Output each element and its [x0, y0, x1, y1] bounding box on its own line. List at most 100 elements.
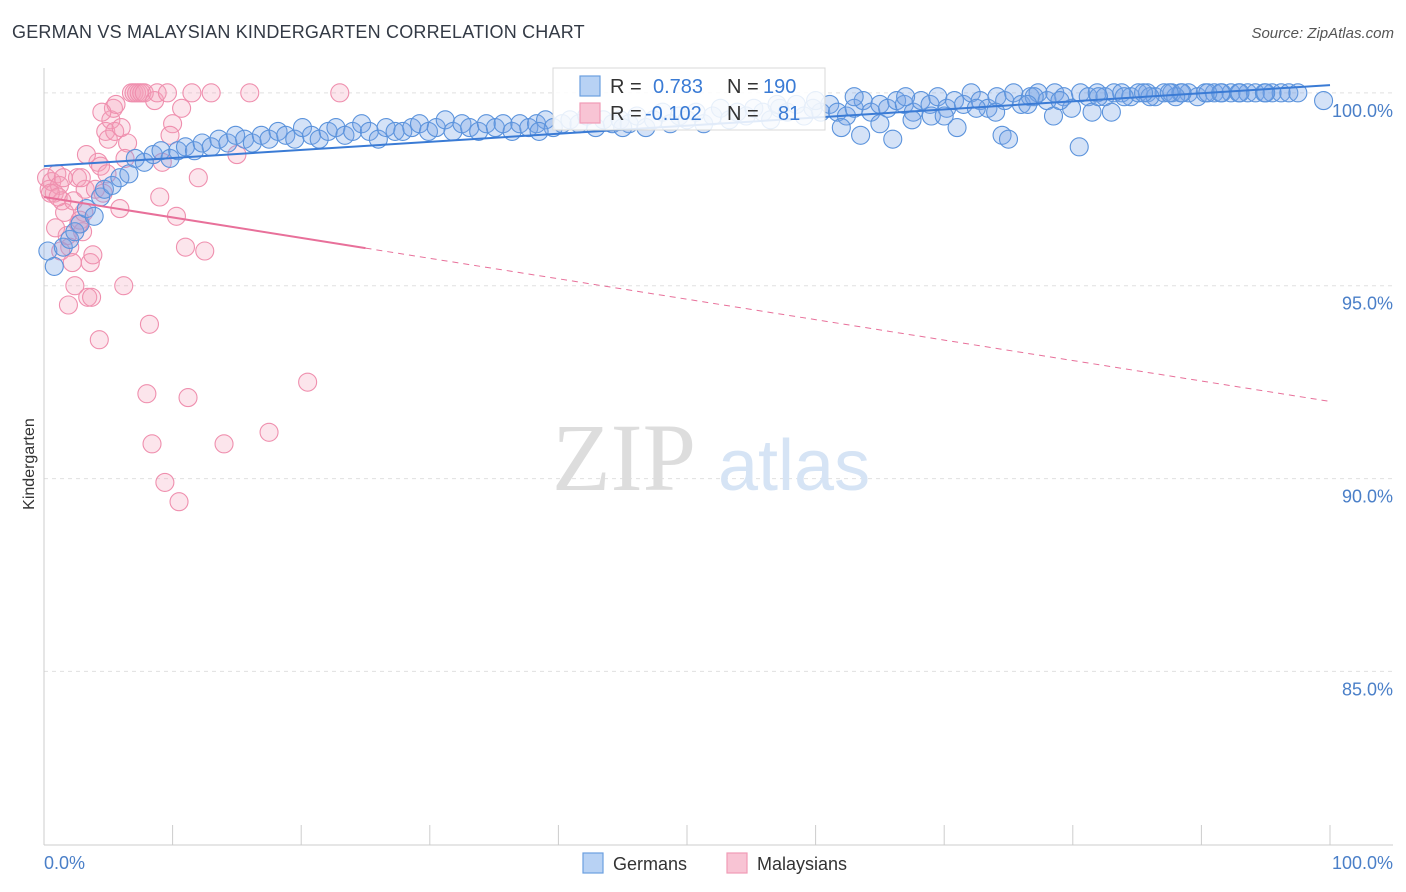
- german-point: [947, 118, 967, 138]
- malaysians-trend-line-extension: [365, 247, 1331, 402]
- malaysian-point: [80, 253, 100, 273]
- gridlines: [44, 92, 1393, 672]
- german-point: [1069, 137, 1089, 157]
- malaysian-point: [83, 245, 103, 265]
- x-tick-label-min: 0.0%: [44, 853, 85, 873]
- y-tick-label: 100.0%: [1332, 101, 1393, 121]
- german-point: [53, 237, 73, 257]
- german-point: [529, 121, 549, 141]
- german-point: [1024, 87, 1044, 107]
- german-point: [902, 110, 922, 130]
- german-point: [84, 206, 104, 226]
- malaysians-n-value: 81: [778, 103, 800, 125]
- watermark-atlas: atlas: [718, 426, 870, 506]
- germans-r-value: 0.783: [653, 76, 703, 98]
- malaysian-point: [53, 168, 73, 188]
- y-tick-label: 95.0%: [1342, 294, 1393, 314]
- german-point: [883, 129, 903, 149]
- germans-legend-swatch: [582, 852, 604, 874]
- y-tick-label: 85.0%: [1342, 679, 1393, 699]
- german-point: [851, 125, 871, 145]
- chart-title: GERMAN VS MALAYSIAN KINDERGARTEN CORRELA…: [12, 22, 585, 42]
- germans-n-label: N =: [727, 76, 759, 98]
- german-point: [1101, 102, 1121, 122]
- malaysian-point: [330, 83, 350, 103]
- germans-legend-label: Germans: [613, 854, 687, 874]
- malaysians-legend-label: Malaysians: [757, 854, 847, 874]
- y-tick-labels: 85.0% 90.0% 95.0% 100.0%: [1332, 101, 1393, 700]
- malaysian-point: [139, 314, 160, 334]
- german-point: [934, 106, 954, 126]
- german-point: [1230, 83, 1250, 103]
- malaysian-point: [201, 83, 221, 103]
- malaysian-point: [175, 237, 196, 257]
- malaysians-legend-swatch: [726, 852, 748, 874]
- malaysian-point: [169, 492, 189, 512]
- malaysian-point: [298, 372, 318, 392]
- malaysian-point: [172, 98, 192, 118]
- german-point: [1159, 83, 1179, 103]
- german-point: [368, 129, 388, 149]
- x-tick-label-max: 100.0%: [1332, 853, 1393, 873]
- malaysian-point: [160, 125, 180, 145]
- malaysians-r-value: -0.102: [645, 103, 702, 125]
- german-point: [1061, 98, 1082, 118]
- malaysian-point: [178, 388, 198, 408]
- malaysian-point: [163, 114, 183, 134]
- malaysians-n-label: N =: [727, 103, 759, 125]
- german-point: [102, 175, 122, 195]
- malaysian-point: [92, 102, 112, 122]
- source-label: Source: ZipAtlas.com: [1251, 25, 1394, 42]
- watermark: ZIP atlas: [552, 404, 870, 511]
- german-point: [1256, 83, 1276, 103]
- malaysian-point: [240, 83, 260, 103]
- y-tick-label: 90.0%: [1342, 487, 1393, 507]
- german-point: [1088, 87, 1109, 107]
- malaysian-point: [115, 148, 135, 168]
- watermark-zip: ZIP: [552, 404, 696, 511]
- malaysian-point: [75, 179, 95, 199]
- german-point: [844, 87, 864, 107]
- malaysian-point: [137, 384, 157, 404]
- malaysian-point: [157, 83, 178, 103]
- german-point: [870, 114, 890, 134]
- stats-legend: R = 0.783 N = 190 R = -0.102 N = 81: [552, 67, 826, 131]
- malaysian-point: [58, 295, 78, 315]
- series-legend: Germans Malaysians: [582, 852, 847, 874]
- malaysian-point: [65, 276, 85, 296]
- malaysian-point: [98, 129, 118, 149]
- malaysian-point: [214, 434, 234, 454]
- malaysian-point: [71, 168, 91, 188]
- german-point: [1133, 83, 1154, 103]
- malaysian-point: [76, 145, 96, 165]
- malaysian-point: [114, 276, 134, 296]
- malaysian-point: [89, 330, 109, 350]
- malaysian-point: [150, 187, 170, 207]
- germans-r-label: R =: [610, 76, 642, 98]
- malaysian-point: [97, 164, 117, 184]
- malaysian-point: [82, 287, 102, 307]
- malaysian-point: [259, 422, 279, 442]
- malaysian-point: [155, 472, 175, 492]
- malaysian-point: [147, 83, 167, 103]
- german-point: [44, 256, 64, 276]
- german-point: [1050, 91, 1070, 111]
- malaysian-point: [188, 168, 208, 188]
- malaysian-point: [182, 83, 202, 103]
- german-point: [1314, 91, 1334, 111]
- malaysian-point: [111, 118, 131, 138]
- german-point: [831, 118, 851, 138]
- german-point: [986, 102, 1006, 122]
- german-point: [896, 87, 916, 107]
- malaysians-swatch: [579, 102, 601, 124]
- german-point: [998, 129, 1019, 149]
- germans-n-value: 190: [763, 76, 796, 98]
- german-point: [352, 114, 372, 134]
- malaysian-point: [46, 218, 66, 238]
- germans-swatch: [579, 75, 601, 97]
- malaysian-point: [195, 241, 215, 261]
- malaysians-r-label: R =: [610, 103, 642, 125]
- malaysian-point: [142, 434, 162, 454]
- malaysians-trend-line: [43, 196, 366, 250]
